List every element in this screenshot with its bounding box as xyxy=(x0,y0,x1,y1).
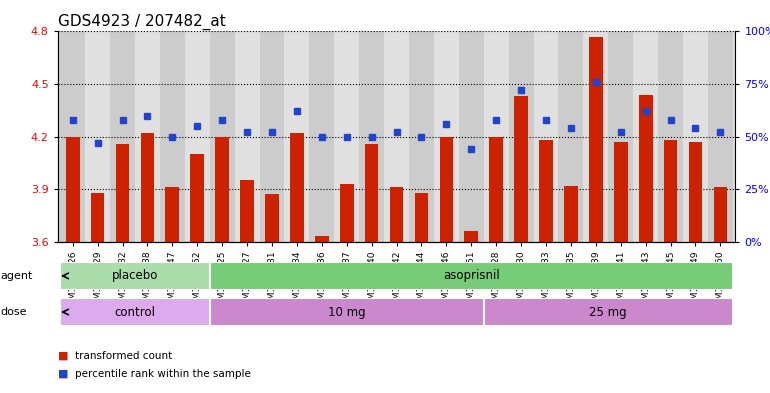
Bar xyxy=(708,31,733,242)
Bar xyxy=(235,31,259,242)
Bar xyxy=(558,31,584,242)
Bar xyxy=(365,143,379,242)
Bar xyxy=(141,133,154,242)
Bar xyxy=(658,31,683,242)
Bar xyxy=(564,185,578,242)
Bar xyxy=(190,154,204,242)
Bar xyxy=(409,31,434,242)
Bar xyxy=(584,31,608,242)
Text: agent: agent xyxy=(1,271,33,281)
Text: percentile rank within the sample: percentile rank within the sample xyxy=(75,369,250,379)
Bar xyxy=(484,31,509,242)
Bar xyxy=(60,298,209,326)
Bar xyxy=(310,31,334,242)
Text: asoprisnil: asoprisnil xyxy=(443,269,500,283)
Bar xyxy=(284,31,310,242)
Bar xyxy=(390,187,403,242)
Bar xyxy=(683,31,708,242)
Bar xyxy=(664,140,678,242)
Bar xyxy=(509,31,534,242)
Text: dose: dose xyxy=(1,307,27,317)
Bar xyxy=(166,187,179,242)
Text: 10 mg: 10 mg xyxy=(328,305,366,319)
Bar xyxy=(464,231,478,242)
Bar xyxy=(290,133,303,242)
Bar xyxy=(514,96,528,242)
Bar xyxy=(135,31,160,242)
Bar xyxy=(484,298,733,326)
Bar xyxy=(639,94,652,242)
Bar xyxy=(209,298,484,326)
Bar xyxy=(440,136,454,242)
Text: control: control xyxy=(115,305,156,319)
Bar xyxy=(185,31,209,242)
Bar xyxy=(66,136,79,242)
Text: GDS4923 / 207482_at: GDS4923 / 207482_at xyxy=(58,14,226,30)
Bar xyxy=(384,31,409,242)
Bar xyxy=(85,31,110,242)
Text: placebo: placebo xyxy=(112,269,158,283)
Bar xyxy=(60,31,85,242)
Bar xyxy=(414,193,428,242)
Text: transformed count: transformed count xyxy=(75,351,172,361)
Text: ■: ■ xyxy=(58,351,69,361)
Bar xyxy=(608,31,633,242)
Bar xyxy=(589,37,603,242)
Text: 25 mg: 25 mg xyxy=(590,305,627,319)
Bar xyxy=(116,143,129,242)
Bar xyxy=(240,180,254,242)
Bar xyxy=(688,142,702,242)
Bar xyxy=(490,136,503,242)
Bar xyxy=(216,136,229,242)
Bar xyxy=(534,31,558,242)
Bar xyxy=(265,195,279,242)
Bar xyxy=(209,31,235,242)
Bar xyxy=(459,31,484,242)
Bar xyxy=(614,142,628,242)
Bar xyxy=(315,237,329,242)
Bar xyxy=(60,262,209,290)
Bar xyxy=(91,193,105,242)
Bar xyxy=(259,31,284,242)
Bar xyxy=(110,31,135,242)
Bar xyxy=(633,31,658,242)
Bar xyxy=(340,184,353,242)
Bar xyxy=(334,31,359,242)
Bar xyxy=(539,140,553,242)
Bar xyxy=(160,31,185,242)
Bar xyxy=(209,262,733,290)
Text: ■: ■ xyxy=(58,369,69,379)
Bar xyxy=(434,31,459,242)
Bar xyxy=(359,31,384,242)
Bar xyxy=(714,187,727,242)
